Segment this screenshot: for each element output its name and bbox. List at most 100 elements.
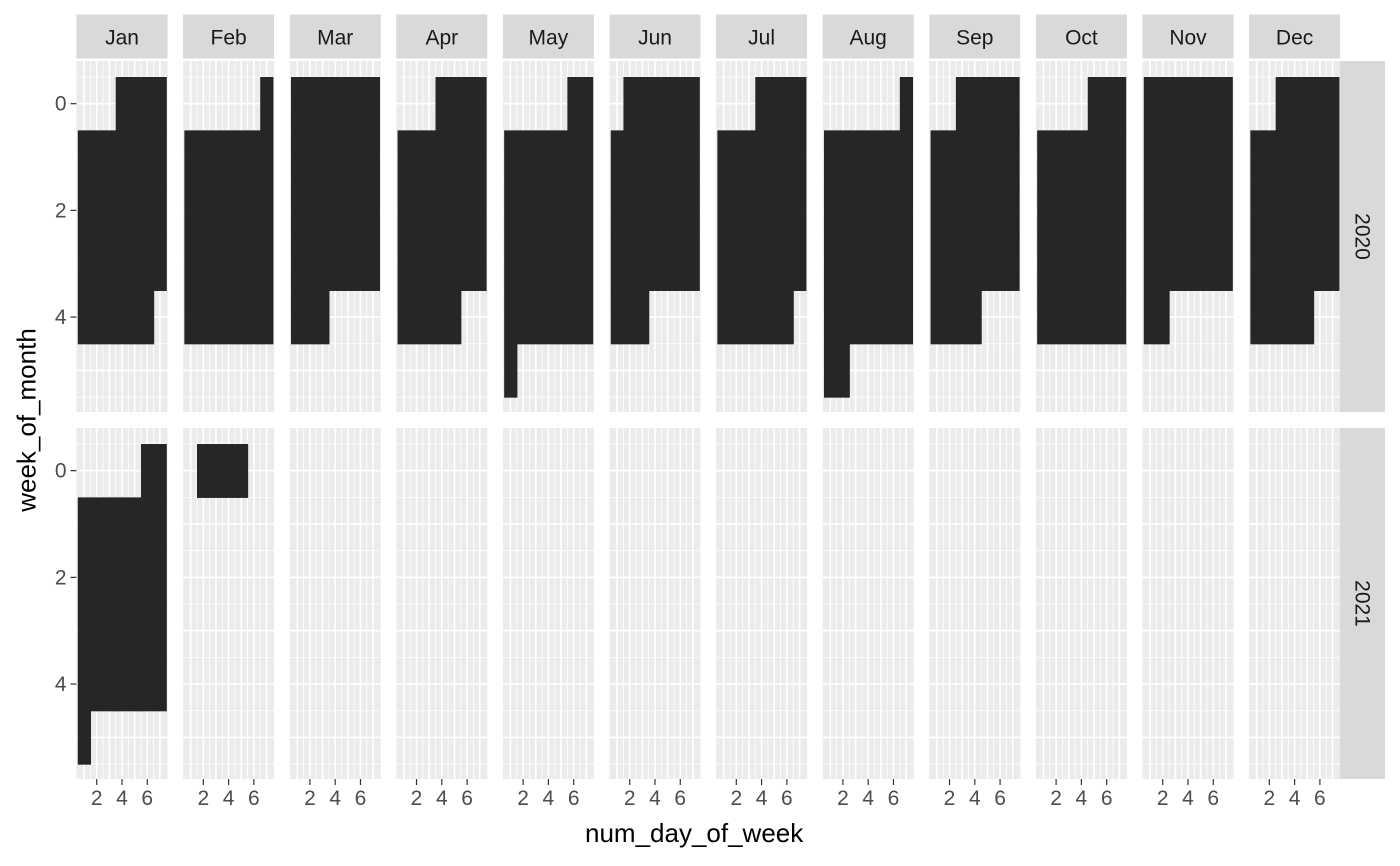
tile-2020-may-w2-d5 [554,183,568,238]
tile-2020-jan-w2-d4 [115,183,129,238]
tile-2020-nov-w4-d2 [1156,290,1170,345]
tile-2020-jul-w4-d2 [730,290,744,345]
tile-2020-dec-w0-d4 [1288,77,1302,131]
tile-2020-jun-w2-d2 [623,183,637,238]
tile-2020-jul-w3-d2 [730,237,744,291]
tile-2020-oct-w3-d7 [1112,237,1127,291]
tile-2020-jan-w3-d7 [153,237,167,291]
tile-2020-may-w4-d2 [516,290,531,345]
tile-2020-dec-w4-d5 [1300,290,1315,345]
tile-2020-sep-w0-d5 [981,77,995,131]
tile-2020-jan-w1-d2 [90,130,104,185]
tile-2020-apr-w1-d6 [460,130,474,185]
tile-2020-may-w2-d2 [516,183,531,238]
tile-2020-mar-w3-d6 [354,237,368,291]
tile-2020-nov-w1-d2 [1156,130,1170,185]
facet-strip-aug [822,14,914,59]
tile-2020-aug-w4-d5 [874,290,888,345]
tile-2020-sep-w3-d1 [930,237,944,291]
tile-2020-feb-w4-d4 [222,290,236,345]
tile-2020-jul-w4-d4 [755,290,769,345]
tile-2021-jan-w0-d6 [140,444,155,498]
tile-2020-jun-w0-d5 [661,77,675,131]
tile-2020-sep-w1-d3 [955,130,970,185]
tile-2020-dec-w3-d6 [1313,237,1327,291]
tile-2020-nov-w2-d2 [1156,183,1170,238]
tile-2020-dec-w0-d7 [1326,77,1340,131]
tile-2020-jun-w0-d3 [636,77,650,131]
tile-2020-may-w3-d7 [579,237,594,291]
tile-2020-dec-w1-d6 [1313,130,1327,185]
tile-2020-jul-w1-d7 [793,130,807,185]
tile-2020-sep-w2-d6 [993,183,1007,238]
x-tick-label: 6 [461,787,473,810]
tile-2020-jun-w2-d6 [673,183,688,238]
y-tick-label: 2 [55,199,67,222]
tile-2020-feb-w1-d2 [197,130,211,185]
tile-2020-dec-w4-d1 [1250,290,1264,345]
tile-2020-oct-w4-d2 [1049,290,1064,345]
tile-2020-feb-w3-d5 [234,237,249,291]
tile-2020-aug-w2-d3 [849,183,863,238]
tile-2020-may-w1-d2 [516,130,531,185]
tile-2020-oct-w1-d4 [1075,130,1089,185]
tile-2020-nov-w2-d4 [1181,183,1195,238]
tile-2020-jan-w1-d3 [103,130,117,185]
tile-2020-sep-w2-d3 [955,183,970,238]
tile-2020-jun-w3-d7 [686,237,700,291]
tile-2020-apr-w3-d1 [397,237,411,291]
tile-2020-dec-w2-d5 [1300,183,1315,238]
tile-2020-may-w4-d6 [567,290,581,345]
tile-2020-dec-w2-d3 [1275,183,1289,238]
tile-2020-dec-w4-d2 [1263,290,1277,345]
tile-2020-may-w4-d3 [529,290,543,345]
tile-2020-aug-w4-d6 [887,290,901,345]
tile-2020-jun-w1-d1 [610,130,625,185]
tile-2020-apr-w4-d2 [410,290,424,345]
tile-2020-may-w5-d1 [504,343,518,398]
tile-2020-nov-w1-d3 [1169,130,1183,185]
tile-2020-nov-w1-d4 [1181,130,1195,185]
tile-2021-jan-w3-d1 [77,604,92,658]
tile-2021-jan-w3-d2 [90,604,104,658]
tile-2020-dec-w3-d5 [1300,237,1315,291]
tile-2020-nov-w0-d3 [1169,77,1183,131]
tile-2021-jan-w3-d7 [153,604,167,658]
tile-2021-jan-w4-d3 [103,657,117,712]
x-tick-label: 6 [355,787,367,810]
tile-2020-aug-w1-d1 [823,130,838,185]
tile-2020-feb-w2-d7 [260,183,274,238]
tile-2020-may-w1-d6 [567,130,581,185]
tile-2020-jan-w2-d7 [153,183,167,238]
facet-strip-2021 [1340,428,1385,779]
tile-2020-jul-w3-d1 [717,237,731,291]
tile-2021-jan-w2-d1 [77,550,92,605]
tile-2020-jan-w3-d2 [90,237,104,291]
tile-2020-oct-w0-d5 [1087,77,1101,131]
tile-2020-sep-w2-d7 [1006,183,1020,238]
tile-2020-feb-w1-d6 [247,130,261,185]
facet-strip-jul [716,14,808,59]
tile-2020-jul-w2-d6 [780,183,794,238]
x-tick-label: 6 [994,787,1006,810]
tile-2020-jul-w1-d3 [742,130,756,185]
tile-2020-aug-w5-d2 [836,343,850,398]
tile-2020-oct-w2-d3 [1062,183,1076,238]
tile-2020-feb-w1-d1 [184,130,198,185]
tile-2020-sep-w1-d1 [930,130,944,185]
tile-2020-aug-w4-d7 [899,290,914,345]
tile-2020-jul-w4-d6 [780,290,794,345]
tile-2020-mar-w3-d4 [328,237,343,291]
tile-2021-jan-w1-d7 [153,497,167,552]
tile-2020-oct-w1-d3 [1062,130,1076,185]
tile-2021-jan-w2-d5 [128,550,142,605]
tile-2020-may-w2-d3 [529,183,543,238]
facet-strip-label-2020: 2020 [1351,213,1374,260]
facet-strip-label-oct: Oct [1065,27,1098,50]
tile-2020-jun-w2-d4 [648,183,662,238]
tile-2020-apr-w1-d7 [473,130,487,185]
tile-2020-jul-w0-d4 [755,77,769,131]
tile-2020-mar-w0-d5 [341,77,355,131]
x-tick-label: 6 [1314,787,1326,810]
tile-2020-nov-w3-d6 [1206,237,1221,291]
